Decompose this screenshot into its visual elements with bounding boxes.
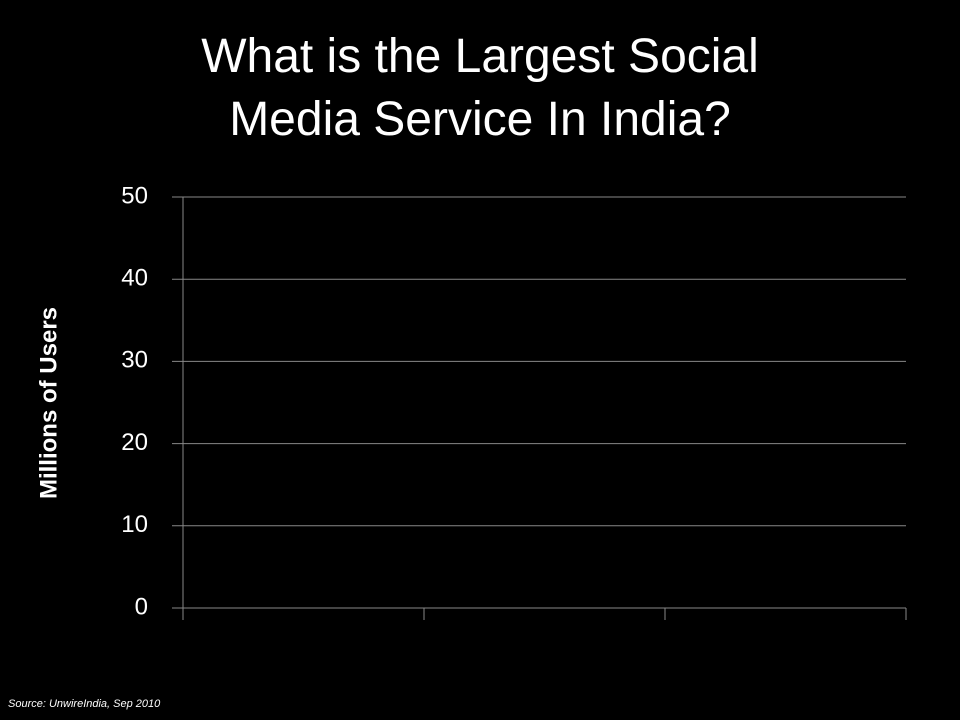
y-tick-label: 30 — [121, 347, 148, 374]
y-tick-label: 40 — [121, 265, 148, 292]
y-tick-label: 20 — [121, 429, 148, 456]
chart-title: What is the Largest Social Media Service… — [201, 30, 759, 146]
y-axis-label: Millions of Users — [35, 307, 62, 499]
y-tick-label: 50 — [121, 182, 148, 209]
y-tick-label: 0 — [135, 593, 148, 620]
source-note: Source: UnwireIndia, Sep 2010 — [8, 698, 161, 710]
y-tick-label: 10 — [121, 511, 148, 538]
